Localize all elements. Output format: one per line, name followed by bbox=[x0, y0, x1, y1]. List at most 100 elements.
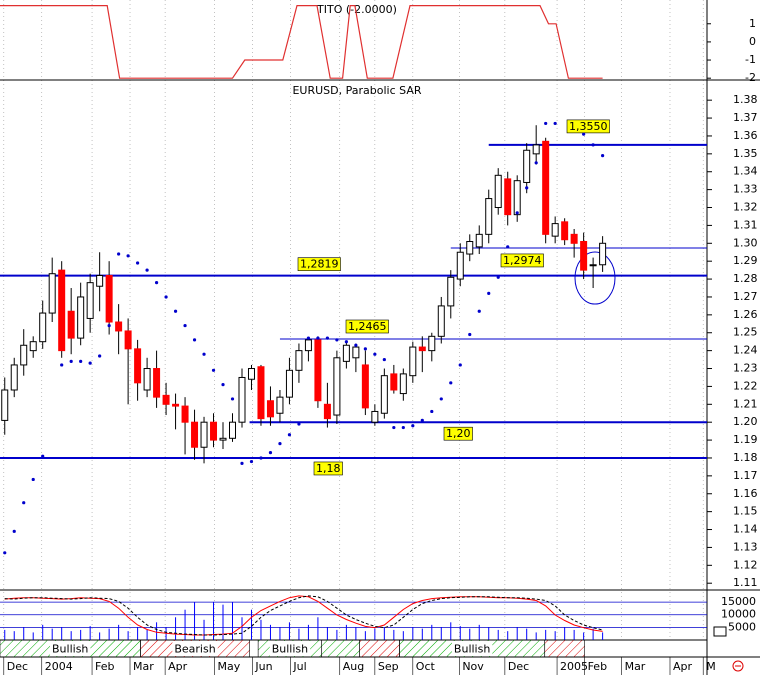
candle-body bbox=[210, 421, 218, 441]
y-tick-label: 1.27 bbox=[733, 290, 758, 303]
sar-dot bbox=[534, 161, 538, 165]
candle-body bbox=[1, 389, 9, 421]
candle-body bbox=[523, 149, 531, 183]
candle-body bbox=[570, 233, 578, 244]
x-tick-label: Apr bbox=[168, 660, 188, 673]
candle-body bbox=[494, 174, 502, 209]
y-tick-label: -2 bbox=[745, 71, 756, 84]
sar-dot bbox=[468, 332, 472, 337]
x-tick-label: Aug bbox=[343, 660, 364, 673]
settings-icon[interactable] bbox=[732, 660, 744, 672]
sar-dot bbox=[12, 529, 16, 533]
candle-body bbox=[409, 346, 417, 377]
sar-dot bbox=[601, 154, 605, 158]
sentiment-band bbox=[321, 639, 360, 658]
level-label-box bbox=[297, 257, 341, 271]
sar-dot bbox=[401, 425, 405, 430]
candle-body bbox=[48, 273, 56, 314]
level-label-box bbox=[500, 253, 544, 268]
candle-body bbox=[29, 341, 37, 352]
x-tick-label: Feb bbox=[588, 660, 607, 673]
candle-body bbox=[67, 310, 75, 339]
y-tick-label: 1.29 bbox=[733, 254, 758, 267]
band-label: Bullish bbox=[52, 643, 88, 656]
level-label-box bbox=[313, 461, 343, 476]
level-label: 1,20 bbox=[446, 427, 471, 440]
candle-body bbox=[200, 421, 208, 448]
sar-dot bbox=[268, 451, 273, 455]
candle-body bbox=[124, 330, 132, 350]
y-tick-label: 1.21 bbox=[733, 397, 758, 410]
sar-dot bbox=[22, 501, 26, 505]
candle-body bbox=[96, 274, 104, 287]
sar-dot bbox=[126, 254, 130, 258]
x-tick-label: Feb bbox=[95, 660, 114, 673]
x-tick-label: Dec bbox=[508, 660, 529, 673]
y-tick-label: 15000 bbox=[721, 595, 756, 608]
sar-dot bbox=[335, 338, 339, 342]
candle-body bbox=[285, 369, 293, 398]
indicator-title: TITO (-2.0000) bbox=[316, 3, 397, 16]
highlight-ellipse bbox=[574, 251, 616, 305]
x-tick-label: May bbox=[217, 660, 240, 673]
sar-dot bbox=[69, 359, 73, 363]
y-tick-label: 1.37 bbox=[733, 111, 758, 124]
sar-dot bbox=[458, 363, 462, 367]
y-tick-label: 1.11 bbox=[733, 576, 758, 589]
level-label-box bbox=[443, 426, 473, 441]
x-tick-label: Mar bbox=[133, 660, 154, 673]
candle-body bbox=[58, 269, 66, 352]
y-tick-label: 1.38 bbox=[733, 93, 758, 106]
sar-dot bbox=[487, 291, 491, 295]
candle-body bbox=[513, 180, 521, 216]
candle-body bbox=[542, 140, 550, 235]
sar-dot bbox=[164, 295, 168, 299]
sar-dot bbox=[183, 323, 187, 328]
sar-dot bbox=[544, 121, 548, 126]
candle-body bbox=[219, 437, 227, 441]
y-tick-label: 1.30 bbox=[733, 236, 758, 249]
x-tick-label: M bbox=[706, 660, 716, 673]
sar-dot bbox=[221, 383, 225, 387]
candle-body bbox=[580, 241, 588, 271]
candle-body bbox=[390, 373, 398, 391]
sar-dot bbox=[363, 347, 367, 351]
candle-body bbox=[551, 223, 559, 237]
y-tick-label: 1.16 bbox=[733, 487, 758, 500]
y-tick-label: 1.22 bbox=[733, 379, 758, 392]
sar-dot bbox=[240, 461, 244, 465]
level-label: 1,2465 bbox=[348, 320, 387, 333]
sar-dot bbox=[354, 343, 358, 347]
candle-body bbox=[342, 344, 350, 362]
candle-body bbox=[466, 241, 474, 255]
sar-dot bbox=[591, 143, 595, 147]
y-tick-label: 1.34 bbox=[733, 165, 758, 178]
x-tick-label: Oct bbox=[416, 660, 436, 673]
y-tick-label: 1.23 bbox=[733, 362, 758, 375]
y-tick-label: 1.14 bbox=[733, 523, 758, 536]
x-tick-label: Dec bbox=[7, 660, 28, 673]
candle-body bbox=[352, 346, 360, 359]
candle-body bbox=[561, 221, 569, 241]
candle-body bbox=[361, 364, 369, 409]
sar-dot bbox=[582, 132, 586, 136]
sar-dot bbox=[41, 454, 45, 458]
level-label-box bbox=[566, 119, 610, 134]
sar-dot bbox=[430, 409, 434, 414]
sar-dot bbox=[297, 422, 301, 426]
candle-body bbox=[504, 178, 512, 216]
level-label: 1,2819 bbox=[300, 258, 339, 271]
sar-dot bbox=[325, 336, 330, 340]
candle-body bbox=[437, 305, 445, 337]
sar-dot bbox=[553, 121, 557, 126]
y-tick-label: 1.12 bbox=[733, 558, 758, 571]
candle-body bbox=[181, 405, 189, 423]
oscillator-line bbox=[4, 595, 603, 636]
sar-dot bbox=[515, 211, 519, 215]
candle-body bbox=[380, 375, 388, 414]
candle-body bbox=[371, 410, 379, 423]
sar-dot bbox=[230, 397, 235, 401]
candle-body bbox=[418, 346, 426, 352]
sar-dot bbox=[506, 245, 510, 249]
x-tick-label: Apr bbox=[673, 660, 693, 673]
